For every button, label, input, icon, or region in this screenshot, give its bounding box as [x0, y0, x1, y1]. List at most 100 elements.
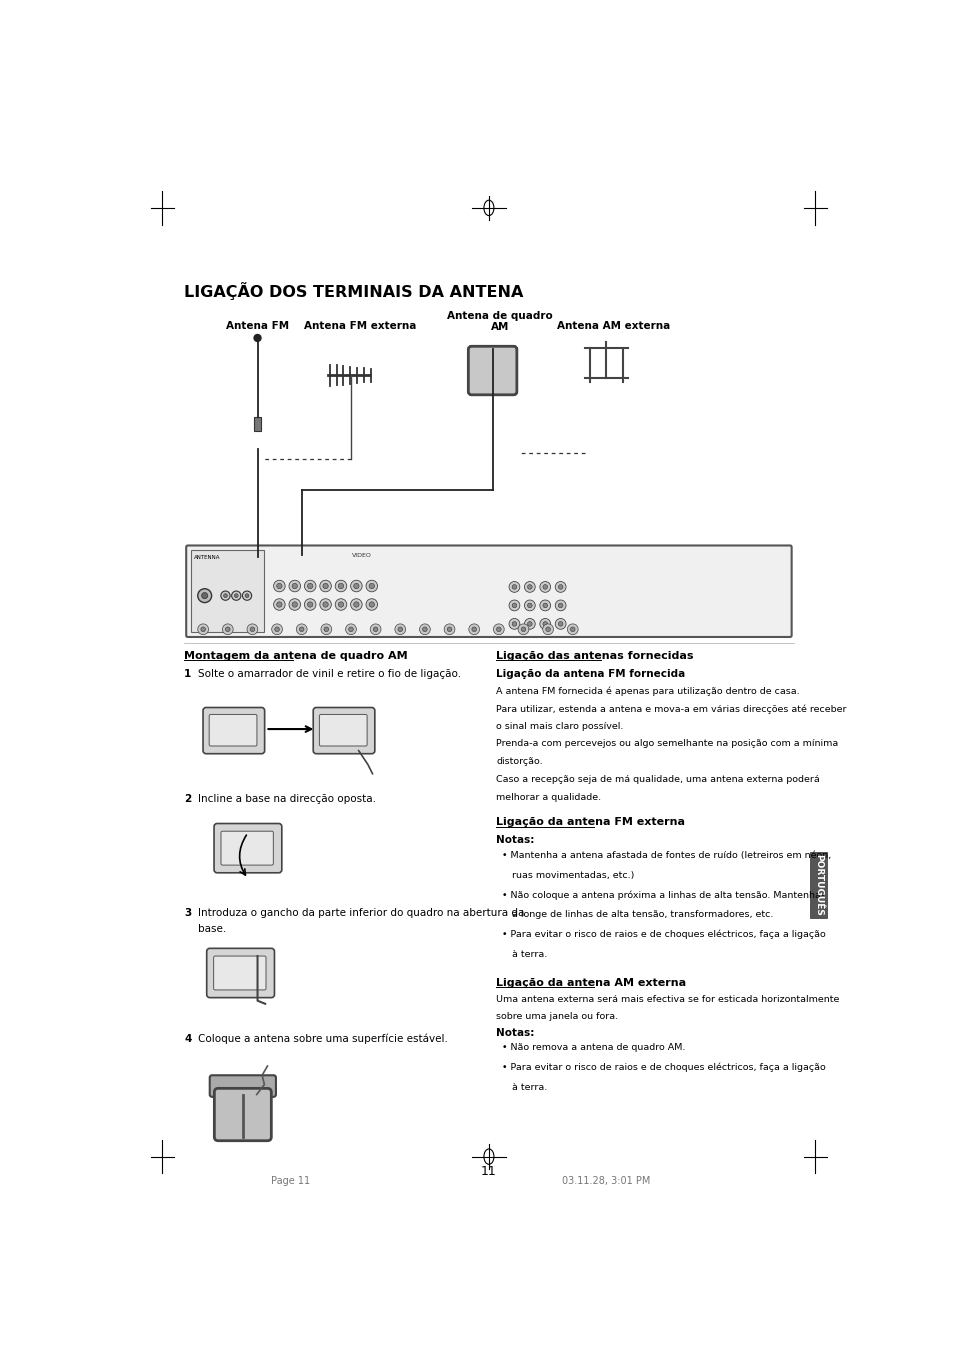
Circle shape: [247, 624, 257, 635]
Circle shape: [296, 624, 307, 635]
Text: VIDEO: VIDEO: [352, 553, 372, 558]
Circle shape: [322, 584, 328, 589]
Text: 03.11.28, 3:01 PM: 03.11.28, 3:01 PM: [561, 1177, 650, 1186]
Circle shape: [366, 598, 377, 611]
Circle shape: [304, 580, 315, 592]
Bar: [253, 416, 261, 431]
Circle shape: [567, 624, 578, 635]
FancyBboxPatch shape: [207, 948, 274, 997]
FancyBboxPatch shape: [319, 715, 367, 746]
Text: • Mantenha a antena afastada de fontes de ruído (letreiros em néon,: • Mantenha a antena afastada de fontes d…: [502, 851, 831, 859]
Circle shape: [520, 627, 525, 632]
Circle shape: [397, 627, 402, 632]
Circle shape: [197, 589, 212, 603]
Bar: [809, 852, 826, 917]
Circle shape: [253, 335, 261, 342]
FancyBboxPatch shape: [209, 715, 256, 746]
Circle shape: [242, 590, 252, 600]
FancyBboxPatch shape: [468, 346, 517, 394]
Circle shape: [272, 624, 282, 635]
Circle shape: [274, 598, 285, 611]
Circle shape: [524, 600, 535, 611]
Circle shape: [222, 624, 233, 635]
Circle shape: [221, 590, 230, 600]
Text: Coloque a antena sobre uma superfície estável.: Coloque a antena sobre uma superfície es…: [197, 1034, 447, 1044]
Circle shape: [558, 585, 562, 589]
Circle shape: [509, 600, 519, 611]
Circle shape: [517, 624, 528, 635]
Text: Notas:: Notas:: [496, 1028, 534, 1038]
Circle shape: [527, 603, 532, 608]
Text: Solte o amarrador de vinil e retire o fio de ligação.: Solte o amarrador de vinil e retire o fi…: [197, 669, 460, 678]
Circle shape: [512, 585, 517, 589]
Text: 4: 4: [184, 1034, 192, 1044]
Circle shape: [335, 598, 346, 611]
Circle shape: [558, 621, 562, 627]
Circle shape: [472, 627, 476, 632]
Text: Uma antena externa será mais efectiva se for esticada horizontalmente: Uma antena externa será mais efectiva se…: [496, 996, 839, 1004]
Circle shape: [524, 581, 535, 592]
Text: A antena FM fornecida é apenas para utilização dentro de casa.: A antena FM fornecida é apenas para util…: [496, 686, 799, 696]
Circle shape: [542, 624, 553, 635]
Circle shape: [542, 621, 547, 627]
Circle shape: [345, 624, 356, 635]
Circle shape: [542, 603, 547, 608]
Circle shape: [542, 585, 547, 589]
Circle shape: [351, 598, 362, 611]
Circle shape: [324, 627, 329, 632]
Circle shape: [422, 627, 427, 632]
Text: a longe de linhas de alta tensão, transformadores, etc.: a longe de linhas de alta tensão, transf…: [511, 911, 772, 919]
Text: Prenda-a com percevejos ou algo semelhante na posição com a mínima: Prenda-a com percevejos ou algo semelhan…: [496, 739, 838, 748]
Circle shape: [373, 627, 377, 632]
Text: • Não coloque a antena próxima a linhas de alta tensão. Mantenha-: • Não coloque a antena próxima a linhas …: [502, 890, 823, 900]
Text: • Não remova a antena de quadro AM.: • Não remova a antena de quadro AM.: [502, 1043, 685, 1052]
Text: Ligação da antena AM externa: Ligação da antena AM externa: [496, 978, 685, 988]
Circle shape: [539, 581, 550, 592]
Text: PORTUGUÊS: PORTUGUÊS: [813, 854, 822, 916]
Circle shape: [512, 621, 517, 627]
Text: Antena FM externa: Antena FM externa: [304, 322, 416, 331]
Text: 3: 3: [184, 908, 192, 917]
Text: • Para evitar o risco de raios e de choques eléctricos, faça a ligação: • Para evitar o risco de raios e de choq…: [502, 1063, 825, 1073]
Circle shape: [493, 624, 504, 635]
Circle shape: [351, 580, 362, 592]
Circle shape: [509, 619, 519, 630]
FancyBboxPatch shape: [186, 546, 791, 636]
Circle shape: [338, 584, 343, 589]
Circle shape: [447, 627, 452, 632]
Text: Incline a base na direcção oposta.: Incline a base na direcção oposta.: [197, 793, 375, 804]
Text: Antena AM externa: Antena AM externa: [557, 322, 670, 331]
Circle shape: [338, 601, 343, 607]
Circle shape: [304, 598, 315, 611]
Text: à terra.: à terra.: [511, 1082, 546, 1092]
Circle shape: [555, 581, 565, 592]
Text: Ligação da antena FM fornecida: Ligação da antena FM fornecida: [496, 669, 685, 678]
Circle shape: [354, 584, 358, 589]
Circle shape: [539, 600, 550, 611]
Text: sobre uma janela ou fora.: sobre uma janela ou fora.: [496, 1012, 618, 1021]
FancyBboxPatch shape: [313, 708, 375, 754]
Circle shape: [274, 627, 279, 632]
Circle shape: [225, 627, 230, 632]
Text: 1: 1: [184, 669, 192, 678]
Circle shape: [370, 624, 380, 635]
Circle shape: [444, 624, 455, 635]
Circle shape: [570, 627, 575, 632]
Circle shape: [369, 584, 375, 589]
Circle shape: [292, 601, 297, 607]
Text: distorção.: distorção.: [496, 757, 542, 766]
Circle shape: [509, 581, 519, 592]
FancyBboxPatch shape: [214, 1089, 271, 1140]
Circle shape: [276, 601, 282, 607]
Circle shape: [527, 585, 532, 589]
Text: ruas movimentadas, etc.): ruas movimentadas, etc.): [511, 870, 634, 880]
Circle shape: [319, 580, 331, 592]
Circle shape: [289, 580, 300, 592]
Circle shape: [354, 601, 358, 607]
Text: 11: 11: [480, 1165, 497, 1178]
Text: base.: base.: [197, 924, 226, 934]
Circle shape: [292, 584, 297, 589]
Circle shape: [545, 627, 550, 632]
Circle shape: [234, 593, 238, 597]
FancyBboxPatch shape: [210, 1075, 275, 1097]
